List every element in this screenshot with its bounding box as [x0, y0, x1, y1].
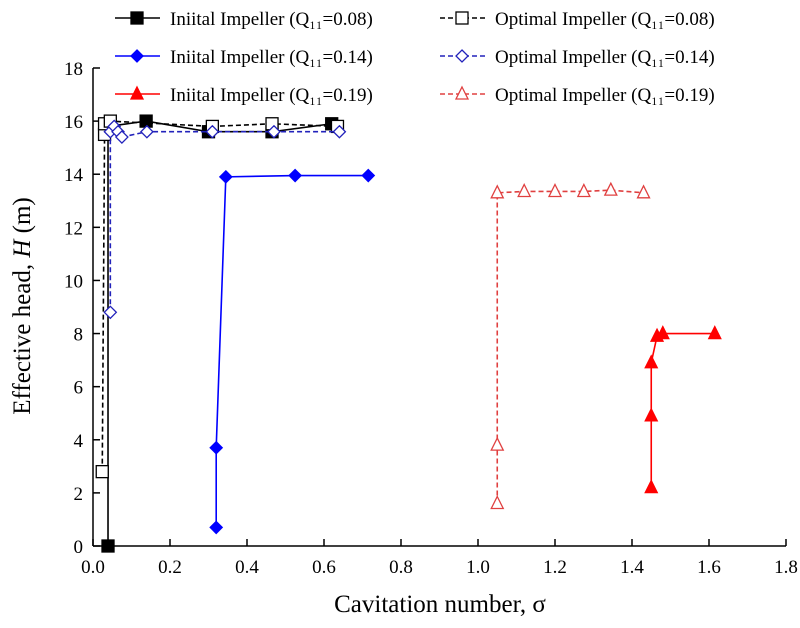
legend-item: Iniital Impeller (Q₁₁=0.14)	[115, 47, 373, 68]
y-tick-label: 2	[74, 484, 84, 505]
data-point-triangle	[576, 183, 591, 198]
data-point-triangle	[644, 354, 659, 369]
data-point-triangle	[547, 183, 563, 198]
y-tick-label: 4	[74, 431, 84, 452]
legend-item: Iniital Impeller (Q₁₁=0.08)	[115, 9, 373, 30]
x-tick-label: 1.4	[620, 557, 644, 578]
y-tick-label: 16	[64, 112, 83, 133]
legend-label: Optimal Impeller (Q₁₁=0.19)	[495, 85, 715, 106]
data-point-diamond	[332, 124, 347, 139]
x-tick-label: 1.2	[543, 557, 567, 578]
axes: 0.0 0.2 0.4 0.6 0.8 1.0 1.2 1.4 1.6 1.8 0 2 4 6 8 10 12 1…	[64, 59, 798, 578]
series-3	[103, 119, 347, 320]
data-point-triangle	[644, 407, 659, 422]
legend-label: Optimal Impeller (Q₁₁=0.14)	[495, 47, 715, 68]
legend-label: Iniital Impeller (Q₁₁=0.14)	[170, 47, 373, 68]
series-line	[650, 332, 715, 488]
data-point-diamond	[209, 520, 224, 535]
x-tick-label: 1.8	[774, 557, 798, 578]
series-line	[215, 174, 369, 528]
data-point-triangle	[603, 181, 618, 196]
x-tick-label: 0.2	[158, 557, 182, 578]
data-point-diamond	[218, 169, 233, 184]
data-point-triangle	[655, 325, 670, 340]
data-point-triangle	[129, 85, 145, 100]
data-point-diamond	[209, 440, 224, 455]
data-point-diamond	[288, 168, 303, 183]
data-point-square	[130, 11, 144, 25]
y-tick-label: 0	[74, 537, 84, 558]
legend: Iniital Impeller (Q₁₁=0.08) Optimal Impel…	[115, 9, 715, 106]
series-line	[101, 120, 338, 472]
data-point-triangle	[490, 184, 505, 199]
data-point-triangle	[707, 325, 722, 340]
data-point-diamond	[114, 130, 129, 144]
data-point-diamond	[267, 124, 281, 139]
data-point-diamond	[361, 168, 376, 183]
y-tick-label: 10	[64, 271, 83, 292]
y-tick-label: 6	[74, 378, 84, 399]
data-point-diamond	[205, 124, 220, 139]
data-point-square	[101, 539, 115, 553]
y-tick-label: 14	[64, 165, 84, 186]
data-point-triangle	[454, 85, 470, 100]
data-point-diamond	[139, 124, 154, 139]
data-point-diamond	[103, 305, 118, 320]
data-point-diamond	[130, 49, 144, 63]
data-point-square	[139, 114, 153, 128]
x-tick-label: 1.6	[697, 557, 721, 578]
y-tick-label: 8	[74, 325, 84, 346]
data-point-square	[455, 11, 469, 25]
legend-item: Optimal Impeller (Q₁₁=0.08)	[440, 9, 715, 30]
data-point-triangle	[517, 183, 532, 198]
series-2	[209, 168, 376, 535]
x-tick-label: 0.8	[389, 557, 413, 578]
y-axis-label: Effective head, H (m)	[9, 197, 36, 415]
legend-item: Optimal Impeller (Q₁₁=0.19)	[440, 85, 715, 106]
data-point-diamond	[455, 49, 469, 63]
series-1	[95, 114, 345, 479]
x-tick-label: 0.4	[235, 557, 259, 578]
legend-label: Iniital Impeller (Q₁₁=0.08)	[170, 9, 373, 30]
legend-item: Iniital Impeller (Q₁₁=0.19)	[115, 85, 373, 106]
y-tick-label: 18	[64, 59, 83, 80]
x-tick-label: 0.0	[81, 557, 105, 578]
x-axis-label: Cavitation number, σ	[334, 591, 546, 618]
data-point-triangle	[644, 479, 659, 494]
series-line	[107, 120, 332, 546]
data-point-triangle	[636, 184, 651, 199]
series-line	[496, 189, 644, 504]
legend-item: Optimal Impeller (Q₁₁=0.14)	[440, 47, 715, 68]
data-point-square	[95, 464, 109, 479]
data-point-triangle	[490, 495, 505, 510]
y-tick-label: 12	[64, 218, 83, 239]
series-5	[490, 181, 651, 510]
series-4	[644, 325, 722, 494]
legend-label: Optimal Impeller (Q₁₁=0.08)	[495, 9, 715, 30]
x-tick-label: 0.6	[312, 557, 336, 578]
data-point-triangle	[490, 436, 505, 451]
legend-label: Iniital Impeller (Q₁₁=0.19)	[170, 85, 373, 106]
plot-area	[95, 114, 722, 553]
x-tick-label: 1.0	[466, 557, 490, 578]
